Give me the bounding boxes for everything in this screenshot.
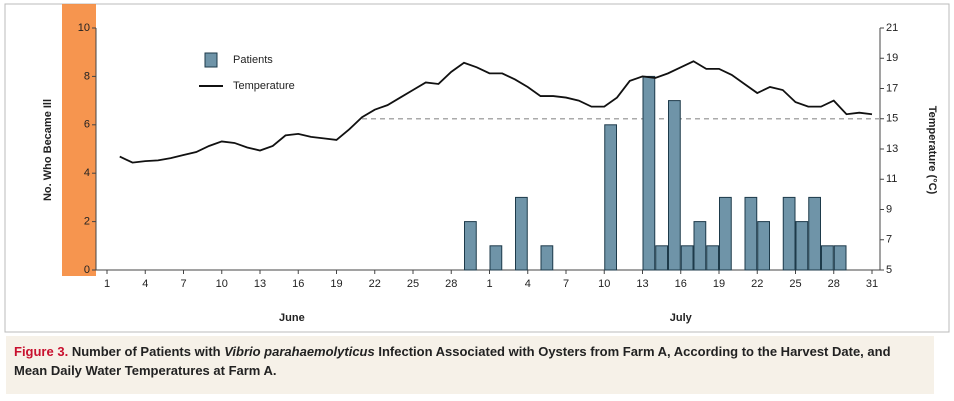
- caption-text: Number of Patients with: [71, 344, 225, 359]
- bar: [782, 196, 796, 271]
- x-tick-label: 22: [369, 278, 381, 290]
- x-tick-label: 13: [254, 278, 266, 290]
- legend-label: Patients: [233, 54, 273, 66]
- y2-tick-label: 19: [886, 52, 898, 64]
- month-label: June: [279, 312, 305, 324]
- x-tick-label: 19: [713, 278, 725, 290]
- month-label: July: [670, 312, 693, 324]
- temperature-line: [119, 60, 873, 164]
- y2-tick-label: 5: [886, 264, 892, 276]
- bar: [757, 221, 770, 271]
- y2-tick-label: 21: [886, 22, 898, 34]
- caption-text: Infection Associated with Oysters from F…: [14, 344, 891, 378]
- y2-tick-label: 7: [886, 234, 892, 246]
- x-tick-label: 1: [104, 278, 110, 290]
- bar: [489, 245, 503, 271]
- y2-tick-label: 11: [886, 173, 897, 185]
- y-tick-label: 8: [84, 70, 90, 82]
- y-tick-label: 2: [84, 216, 90, 228]
- x-tick-label: 19: [330, 278, 342, 290]
- legend-swatch: [204, 52, 218, 68]
- bar: [795, 221, 809, 271]
- bar: [719, 196, 732, 271]
- x-tick-label: 25: [407, 278, 419, 290]
- y2-tick-label: 15: [886, 113, 898, 125]
- y-tick-label: 4: [84, 167, 90, 179]
- bar: [680, 245, 694, 271]
- legend-label: Temperature: [233, 80, 295, 92]
- bar: [808, 196, 821, 271]
- caption: Figure 3. Number of Patients with Vibrio…: [6, 336, 934, 394]
- x-tick-label: 22: [751, 278, 763, 290]
- x-tick-label: 10: [598, 278, 610, 290]
- x-tick-label: 4: [142, 278, 148, 290]
- x-tick-label: 28: [445, 278, 457, 290]
- chart: No. Who Became Ill Temperature (°C) 0 2 4 6…: [4, 3, 950, 333]
- x-tick-label: 1: [486, 278, 492, 290]
- bar: [540, 245, 554, 271]
- bar: [604, 124, 617, 271]
- bar: [744, 196, 758, 271]
- y2-axis-title: Temperature (°C): [926, 106, 938, 195]
- y-axis-title: No. Who Became Ill: [42, 99, 54, 201]
- x-tick-label: 4: [525, 278, 531, 290]
- x-tick-label: 13: [636, 278, 648, 290]
- bar: [821, 245, 834, 271]
- bar: [833, 245, 847, 271]
- bar: [668, 100, 681, 271]
- x-tick-label: 31: [866, 278, 878, 290]
- y2-tick-label: 13: [886, 143, 898, 155]
- caption-label: Figure 3.: [14, 344, 69, 359]
- x-tick-label: 16: [292, 278, 304, 290]
- bar: [464, 221, 477, 271]
- x-tick-label: 10: [216, 278, 228, 290]
- x-tick-label: 28: [828, 278, 840, 290]
- x-tick-label: 7: [563, 278, 569, 290]
- y-tick-label: 0: [84, 264, 90, 276]
- x-tick-label: 25: [789, 278, 801, 290]
- y2-tick-label: 17: [886, 82, 898, 94]
- y-tick-label: 6: [84, 119, 90, 131]
- highlight: [62, 4, 96, 276]
- bar: [693, 221, 707, 271]
- y2-tick-label: 9: [886, 203, 892, 215]
- y-tick-label: 10: [78, 22, 90, 34]
- x-tick-label: 16: [675, 278, 687, 290]
- caption-italic: Vibrio parahaemolyticus: [224, 344, 375, 359]
- x-tick-label: 7: [180, 278, 186, 290]
- bar: [515, 196, 528, 271]
- frame: [4, 3, 950, 333]
- bar: [642, 75, 656, 271]
- bar: [655, 245, 668, 271]
- bar: [706, 245, 719, 271]
